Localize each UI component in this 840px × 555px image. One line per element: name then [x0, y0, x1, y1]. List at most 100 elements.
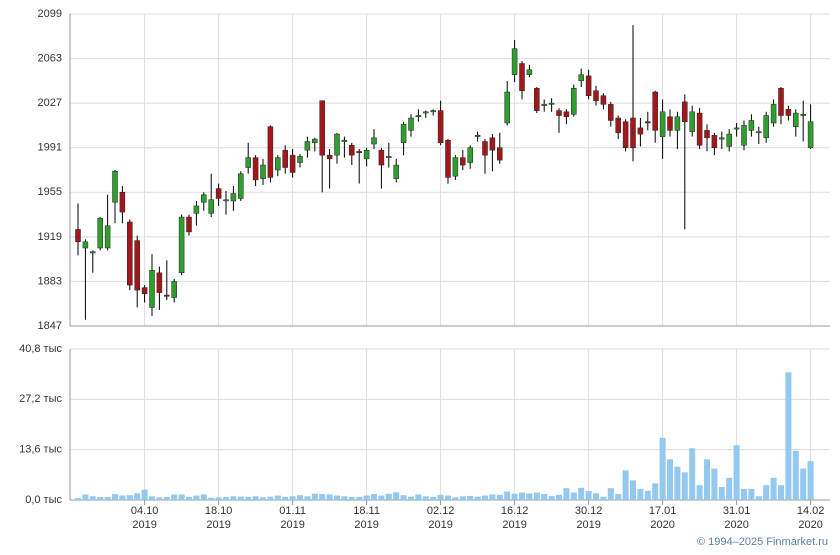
volume-bar [422, 496, 429, 500]
volume-bar [230, 496, 237, 500]
x-tick-label: 04.10 [131, 505, 159, 517]
volume-bar [89, 496, 96, 500]
volume-bar [408, 496, 414, 500]
candle-body [238, 173, 244, 199]
volume-bar [718, 487, 725, 500]
candle-body [193, 205, 200, 214]
x-tick-year: 2020 [798, 519, 822, 531]
candle-body [445, 140, 451, 178]
candle-body [275, 157, 281, 171]
candle-body [215, 188, 222, 199]
volume-bar [245, 497, 252, 500]
candle-body [386, 156, 392, 158]
candle-body [748, 120, 755, 131]
volume-bar [637, 488, 644, 500]
candle-body [282, 149, 288, 168]
volume-bar [341, 496, 348, 500]
candle-body [171, 281, 177, 298]
x-tick-year: 2019 [206, 519, 230, 531]
volume-bar [163, 497, 170, 500]
candle-body [800, 114, 806, 116]
candle-body [511, 48, 518, 75]
volume-bar [763, 485, 770, 500]
candle-body [615, 117, 621, 134]
candle-body [659, 111, 666, 137]
footer: © 1994–2025 Finmarket.ru [697, 536, 828, 548]
x-tick-year: 2019 [280, 519, 304, 531]
y-tick-label: 1919 [38, 231, 62, 243]
volume-bar [415, 494, 422, 500]
volume-bar [400, 495, 407, 500]
candle-body [97, 218, 103, 249]
x-tick-label: 30.12 [575, 505, 603, 517]
candle-body [474, 135, 481, 137]
volume-bar [208, 497, 215, 500]
candle-body [104, 225, 111, 249]
volume-bar [711, 468, 718, 500]
volume-bar [615, 494, 622, 500]
volume-bar [733, 445, 740, 500]
candle-body [319, 100, 325, 156]
x-tick-year: 2019 [132, 519, 156, 531]
x-tick-label: 02.12 [427, 505, 455, 517]
volume-bar [667, 459, 673, 500]
candle-body [534, 88, 540, 111]
volume-bar [223, 497, 229, 500]
candle-body [526, 69, 533, 75]
volume-bar [378, 495, 385, 500]
volume-bar [274, 495, 281, 500]
candle-body [297, 156, 303, 163]
candle-body [608, 104, 614, 121]
volume-bar [437, 494, 444, 500]
y-tick-label: 1847 [38, 320, 62, 332]
volume-bar [178, 494, 185, 500]
volume-bar [252, 496, 259, 500]
volume-bar [474, 496, 481, 500]
candle-body [467, 147, 473, 163]
candle-body [689, 111, 695, 132]
candle-body [733, 127, 740, 130]
volume-bar [82, 494, 89, 500]
volume-bar [541, 494, 548, 500]
candle-body [667, 116, 673, 131]
volume-bar [785, 372, 792, 500]
candle-body [90, 251, 96, 254]
volume-bar [319, 494, 326, 500]
y-tick-label: 1991 [38, 142, 62, 154]
volume-bar [659, 437, 666, 500]
volume-bar [156, 497, 163, 500]
volume-bar [104, 497, 111, 500]
volume-bar [607, 488, 614, 500]
candle-body [807, 121, 814, 148]
y-tick-label: 1883 [38, 275, 62, 287]
candle-body [696, 112, 703, 146]
candle-body [75, 229, 81, 243]
candle-body [785, 109, 792, 116]
candle-body [119, 192, 126, 213]
volume-bar [119, 495, 126, 500]
volume-bar [371, 494, 377, 500]
volume-bar [334, 495, 340, 500]
volume-bar [171, 494, 178, 500]
x-tick-label: 17.01 [649, 505, 677, 517]
volume-bar [770, 477, 777, 500]
volume-bar [726, 477, 733, 500]
candle-body [793, 112, 799, 127]
candle-body [400, 123, 407, 144]
volume-bar [504, 491, 511, 500]
volume-bar [482, 495, 488, 500]
candle-body [430, 110, 436, 113]
volume-bar [467, 495, 474, 500]
volume-bar [112, 494, 118, 500]
volume-bar [260, 497, 266, 500]
volume-bar [97, 497, 104, 500]
volume-bar [385, 493, 392, 500]
volume-bar [348, 497, 355, 500]
x-tick-year: 2020 [724, 519, 748, 531]
volume-bar [326, 494, 333, 500]
candle-body [208, 199, 214, 214]
volume-bar [430, 497, 437, 500]
candle-body [289, 154, 296, 173]
